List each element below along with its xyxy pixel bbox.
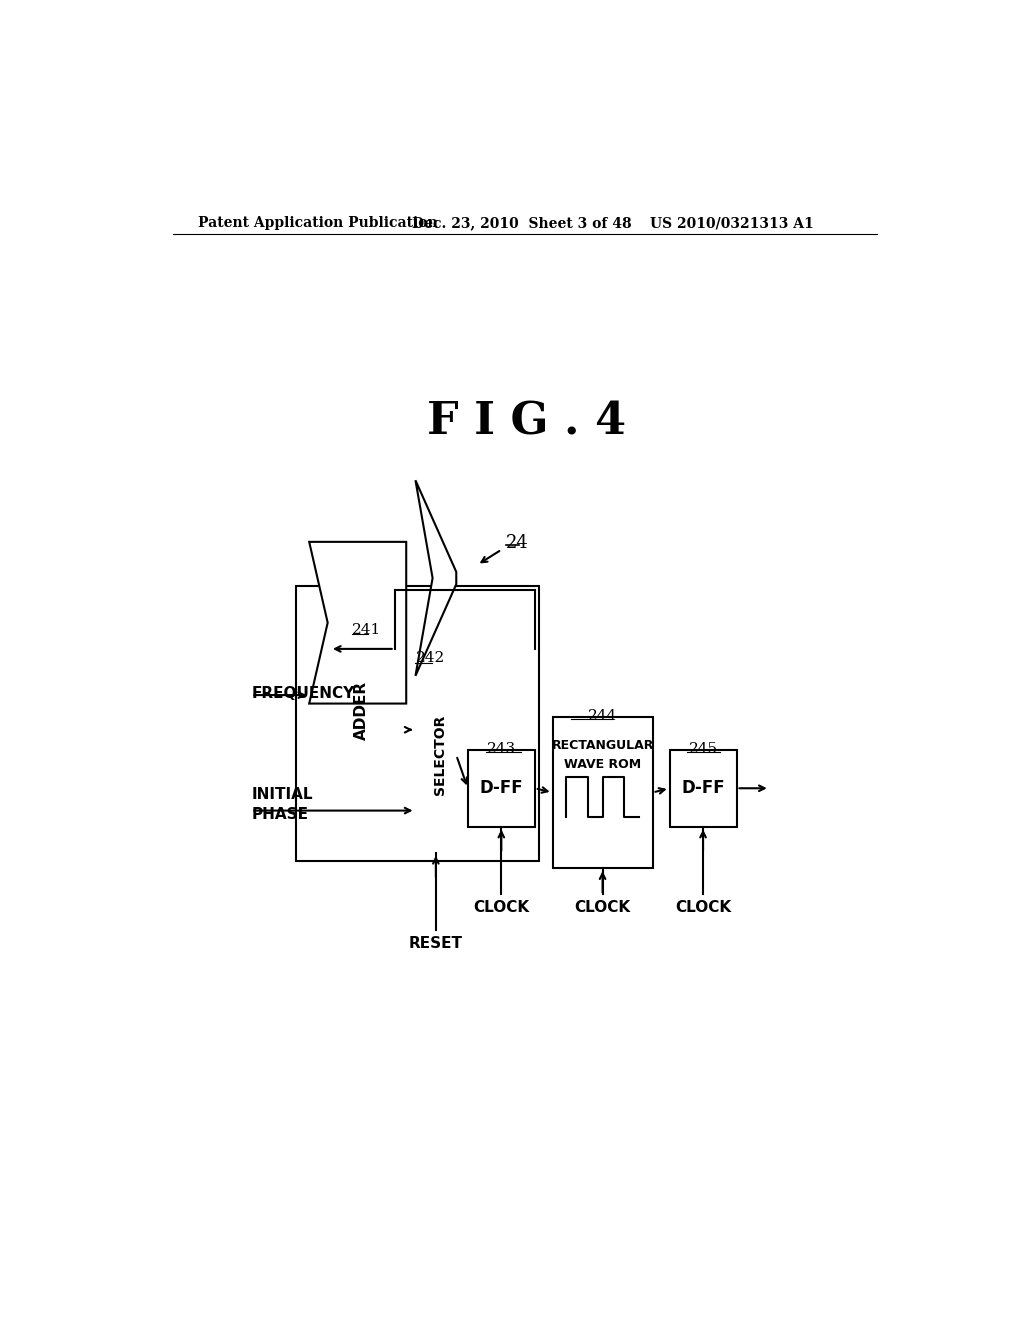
Text: PHASE: PHASE	[252, 807, 308, 822]
Text: F I G . 4: F I G . 4	[427, 401, 626, 444]
Text: 241: 241	[352, 623, 382, 636]
Text: 242: 242	[416, 651, 445, 665]
Text: US 2010/0321313 A1: US 2010/0321313 A1	[650, 216, 814, 230]
Bar	[296, 586, 539, 861]
Text: 245: 245	[688, 742, 718, 756]
Bar	[553, 717, 652, 869]
Text: Patent Application Publication: Patent Application Publication	[199, 216, 438, 230]
Text: 24: 24	[506, 535, 528, 552]
Text: WAVE ROM: WAVE ROM	[564, 758, 641, 771]
Text: 243: 243	[486, 742, 516, 756]
Bar	[468, 750, 535, 826]
Text: INITIAL: INITIAL	[252, 788, 313, 803]
Text: FREQUENCY: FREQUENCY	[252, 686, 354, 701]
Polygon shape	[416, 480, 457, 676]
Bar	[670, 750, 736, 826]
Text: D-FF: D-FF	[681, 779, 725, 797]
Text: Dec. 23, 2010  Sheet 3 of 48: Dec. 23, 2010 Sheet 3 of 48	[412, 216, 631, 230]
Text: ADDER: ADDER	[354, 681, 369, 741]
Text: CLOCK: CLOCK	[473, 900, 529, 915]
Text: RESET: RESET	[409, 936, 463, 952]
Text: CLOCK: CLOCK	[574, 900, 631, 915]
Polygon shape	[309, 543, 407, 704]
Text: SELECTOR: SELECTOR	[433, 715, 446, 796]
Text: 244: 244	[588, 709, 617, 723]
Text: RECTANGULAR: RECTANGULAR	[551, 739, 653, 752]
Text: CLOCK: CLOCK	[675, 900, 731, 915]
Text: D-FF: D-FF	[479, 779, 523, 797]
